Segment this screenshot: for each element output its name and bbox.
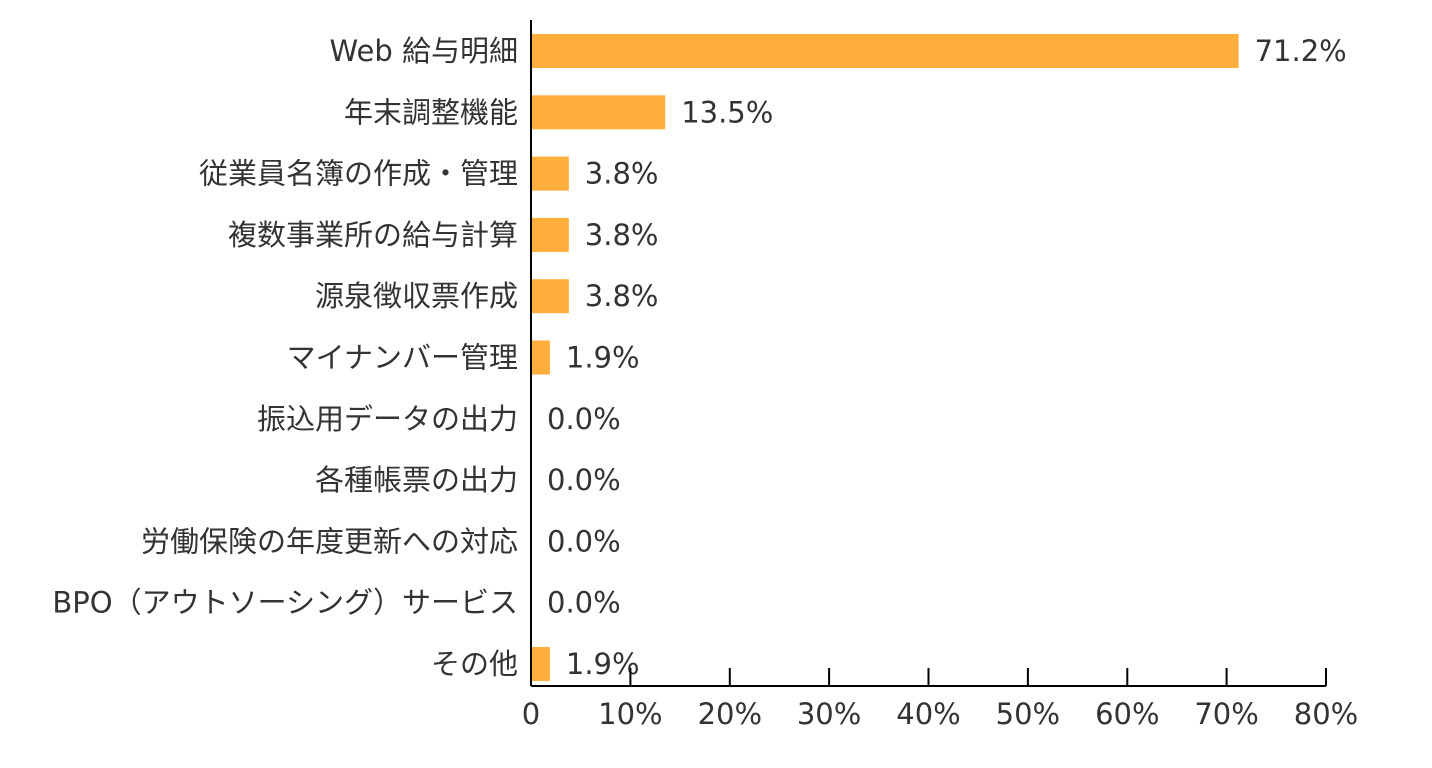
bar-10: [531, 647, 550, 681]
value-label-4: 3.8%: [585, 279, 659, 313]
bars-group: [531, 34, 1239, 681]
x-tick-label-1: 10%: [598, 697, 662, 731]
category-label-2: 従業員名簿の作成・管理: [199, 157, 518, 191]
value-label-7: 0.0%: [547, 463, 621, 497]
category-label-5: マイナンバー管理: [287, 341, 518, 375]
category-label-6: 振込用データの出力: [257, 402, 518, 436]
value-label-0: 71.2%: [1255, 34, 1347, 68]
x-tick-label-8: 80%: [1294, 697, 1358, 731]
x-tick-label-5: 50%: [996, 697, 1060, 731]
value-label-3: 3.8%: [585, 218, 659, 252]
value-label-6: 0.0%: [547, 402, 621, 436]
bar-5: [531, 340, 550, 375]
bar-4: [531, 279, 569, 314]
bar-1: [531, 95, 666, 130]
category-label-0: Web 給与明細: [330, 34, 518, 68]
bar-2: [531, 156, 569, 191]
category-label-7: 各種帳票の出力: [315, 463, 518, 497]
value-label-8: 0.0%: [547, 524, 621, 558]
x-tick-label-2: 20%: [698, 697, 762, 731]
bar-3: [531, 217, 569, 252]
bar-0: [531, 34, 1239, 68]
x-tick-label-6: 60%: [1095, 697, 1159, 731]
value-label-5: 1.9%: [566, 341, 640, 375]
x-tick-label-7: 70%: [1194, 697, 1258, 731]
x-tick-label-0: 0: [522, 697, 540, 731]
category-label-9: BPO（アウトソーシング）サービス: [52, 586, 518, 620]
category-label-8: 労働保険の年度更新への対応: [141, 524, 518, 558]
value-label-2: 3.8%: [585, 157, 659, 191]
x-ticks-group: 0 10% 20% 30% 40% 50% 60% 70% 80%: [522, 668, 1358, 731]
category-label-3: 複数事業所の給与計算: [228, 218, 518, 252]
category-labels-group: Web 給与明細年末調整機能従業員名簿の作成・管理複数事業所の給与計算源泉徴収票…: [52, 34, 518, 681]
x-tick-label-3: 30%: [797, 697, 861, 731]
value-label-9: 0.0%: [547, 586, 621, 620]
value-label-1: 13.5%: [681, 95, 773, 129]
value-labels-group: 71.2% 13.5% 3.8% 3.8% 3.8% 1.9% 0.0% 0.0% 0.0% 0.…: [547, 34, 1347, 681]
category-label-1: 年末調整機能: [344, 95, 518, 129]
category-label-10: その他: [431, 647, 518, 681]
value-label-10: 1.9%: [566, 647, 640, 681]
category-label-4: 源泉徴収票作成: [315, 279, 518, 313]
x-tick-label-4: 40%: [896, 697, 960, 731]
